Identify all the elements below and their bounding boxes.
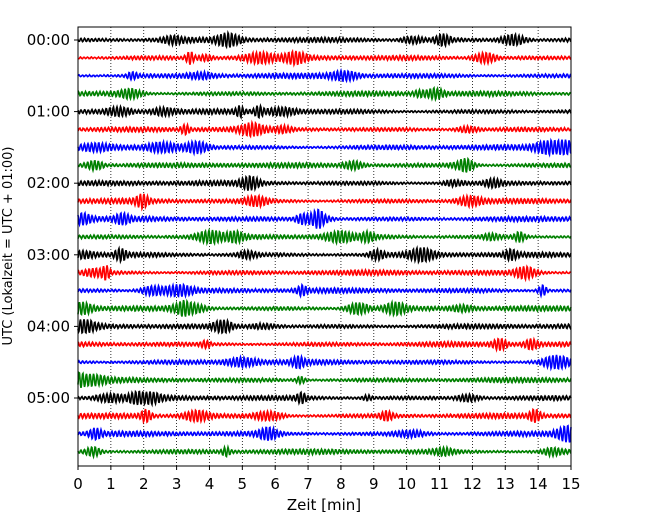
y-tick-label: 01:00 bbox=[27, 103, 70, 121]
trace-0345 bbox=[77, 298, 572, 318]
trace-0100 bbox=[77, 103, 572, 120]
x-tick-label: 9 bbox=[369, 475, 379, 493]
trace-0530 bbox=[77, 424, 572, 443]
x-tick-label: 1 bbox=[106, 475, 116, 493]
x-axis-ticks: 0 1 2 3 4 5 6 7 8 9 10 11 12 13 14 15 bbox=[73, 466, 581, 493]
x-tick-label: 14 bbox=[529, 475, 548, 493]
x-tick-label: 5 bbox=[238, 475, 248, 493]
trace-0445 bbox=[77, 371, 572, 389]
trace-0300 bbox=[77, 244, 572, 265]
x-tick-label: 7 bbox=[303, 475, 313, 493]
trace-0115 bbox=[77, 119, 572, 139]
x-tick-label: 4 bbox=[205, 475, 215, 493]
plot-frame bbox=[77, 26, 572, 467]
y-tick-label: 04:00 bbox=[27, 317, 70, 335]
trace-0200 bbox=[77, 174, 572, 193]
x-tick-label: 10 bbox=[397, 475, 416, 493]
trace-0315 bbox=[77, 264, 572, 283]
trace-0515 bbox=[77, 407, 572, 425]
trace-0145 bbox=[77, 156, 572, 174]
trace-0230 bbox=[77, 207, 572, 229]
x-tick-label: 0 bbox=[73, 475, 83, 493]
trace-0415 bbox=[77, 336, 572, 353]
seismic-traces bbox=[77, 29, 572, 460]
y-tick-label: 03:00 bbox=[27, 246, 70, 264]
y-tick-label: 00:00 bbox=[27, 31, 70, 49]
trace-0430 bbox=[77, 353, 572, 372]
x-tick-label: 12 bbox=[463, 475, 482, 493]
y-tick-label: 02:00 bbox=[27, 174, 70, 192]
x-tick-label: 11 bbox=[430, 475, 449, 493]
trace-0130 bbox=[77, 137, 572, 158]
x-tick-label: 15 bbox=[561, 475, 580, 493]
trace-0000 bbox=[77, 29, 572, 50]
x-tick-label: 8 bbox=[336, 475, 346, 493]
trace-0030 bbox=[77, 67, 572, 84]
y-axis-ticks: 00:00 01:00 02:00 03:00 04:00 05:00 bbox=[27, 31, 78, 407]
x-tick-label: 13 bbox=[496, 475, 515, 493]
y-axis-label: UTC (Lokalzeit = UTC + 01:00) bbox=[1, 147, 16, 346]
trace-0545 bbox=[77, 444, 572, 460]
trace-0330 bbox=[77, 282, 572, 299]
y-tick-label: 05:00 bbox=[27, 389, 70, 407]
trace-0015 bbox=[77, 48, 572, 68]
trace-0045 bbox=[77, 85, 572, 103]
trace-0245 bbox=[77, 227, 572, 247]
x-tick-label: 2 bbox=[139, 475, 149, 493]
x-tick-label: 3 bbox=[172, 475, 182, 493]
trace-0500 bbox=[77, 389, 572, 408]
trace-0215 bbox=[77, 192, 572, 212]
grid-lines bbox=[110, 27, 539, 466]
trace-0400 bbox=[77, 317, 572, 335]
x-tick-label: 6 bbox=[270, 475, 280, 493]
x-axis-label: Zeit [min] bbox=[287, 496, 361, 514]
